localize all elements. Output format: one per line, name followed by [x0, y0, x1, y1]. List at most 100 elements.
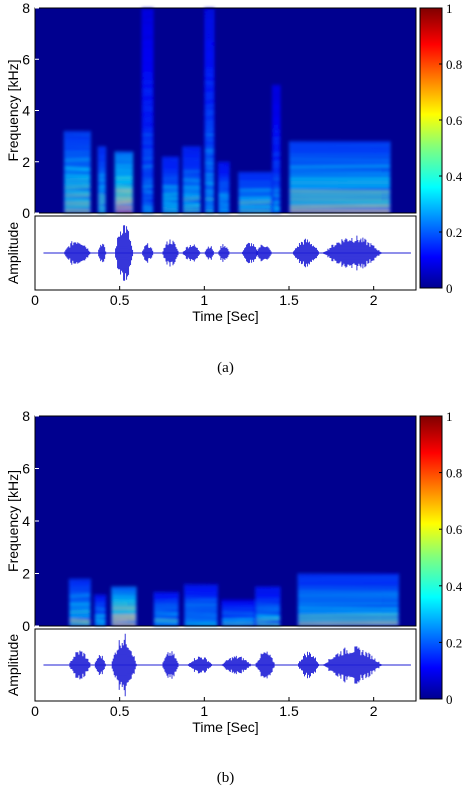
spectrogram-harmonic	[155, 608, 178, 609]
time-axis-label: Time [Sec]	[192, 308, 258, 324]
spectrogram-harmonic	[163, 182, 178, 183]
spectrogram-harmonic	[205, 97, 213, 98]
spectrogram-harmonic	[256, 619, 279, 620]
spectrogram-harmonic	[185, 613, 217, 614]
y-tick-label: 4	[22, 103, 30, 119]
spectrogram-harmonic	[298, 623, 398, 624]
spectrogram-harmonic	[183, 191, 200, 192]
spectrogram-harmonic	[298, 615, 398, 616]
spectrogram-harmonic	[298, 612, 398, 613]
spectrogram-harmonic	[205, 57, 213, 58]
spectrogram-harmonic	[273, 207, 279, 208]
spectrogram-harmonic	[143, 86, 153, 87]
spectrogram-harmonic	[205, 170, 213, 171]
spectrogram-harmonic	[143, 74, 153, 75]
colorbar	[420, 416, 442, 699]
x-tick-label: 1	[200, 292, 208, 308]
spectrogram-harmonic	[116, 174, 133, 175]
spectrogram-harmonic	[205, 94, 213, 95]
spectrogram-harmonic	[298, 608, 398, 609]
amplitude-axis-label: Amplitude	[5, 222, 21, 284]
y-tick-label: 8	[22, 0, 30, 16]
spectrogram-harmonic	[222, 602, 254, 603]
spectrogram-harmonic	[205, 126, 213, 127]
spectrogram-harmonic	[273, 134, 279, 135]
spectrogram-harmonic	[273, 131, 279, 132]
spectrogram-harmonic	[183, 210, 200, 211]
spectrogram-harmonic	[290, 206, 390, 207]
spectrogram-harmonic	[65, 160, 90, 161]
x-tick-label: 1.5	[279, 292, 299, 308]
spectrogram-harmonic	[70, 584, 90, 585]
spectrogram-harmonic	[219, 167, 229, 168]
spectrogram-harmonic	[185, 620, 217, 621]
spectrogram-harmonic	[116, 153, 133, 154]
spectrogram-harmonic	[290, 199, 390, 200]
spectrogram-harmonic	[205, 82, 213, 83]
spectrogram-harmonic	[273, 187, 279, 188]
spectrogram-harmonic	[273, 119, 279, 120]
spectrogram-harmonic	[256, 604, 279, 605]
spectrogram-harmonic	[65, 171, 90, 172]
spectrogram-harmonic	[112, 600, 135, 601]
spectrogram-harmonic	[222, 616, 254, 617]
spectrogram-harmonic	[185, 590, 217, 591]
spectrogram-harmonic	[143, 122, 153, 123]
spectrogram-harmonic	[298, 619, 398, 620]
spectrogram-harmonic	[183, 180, 200, 181]
spectrogram-harmonic	[143, 25, 153, 26]
spectrogram-harmonic	[290, 195, 390, 196]
spectrogram-harmonic	[112, 624, 135, 625]
spectrogram-harmonic	[65, 183, 90, 184]
colorbar-tick-label: 0.6	[446, 522, 463, 537]
spectrogram-harmonic	[273, 106, 279, 107]
spectrogram-harmonic	[205, 50, 213, 51]
spectrogram-harmonic	[143, 198, 153, 199]
spectrogram-harmonic	[298, 588, 398, 589]
spectrogram-harmonic	[222, 619, 254, 620]
colorbar-tick-label: 0	[446, 281, 453, 296]
spectrogram-harmonic	[143, 158, 153, 159]
spectrogram-harmonic	[95, 596, 105, 597]
spectrogram-harmonic	[143, 154, 153, 155]
spectrogram-harmonic	[155, 593, 178, 594]
spectrogram-harmonic	[155, 597, 178, 598]
spectrogram-harmonic	[95, 608, 105, 609]
y-tick-label: 0	[22, 205, 30, 221]
colorbar-tick-label: 0.8	[446, 466, 462, 481]
spectrogram-harmonic	[116, 186, 133, 187]
spectrogram-harmonic	[70, 596, 90, 597]
spectrogram-harmonic	[205, 130, 213, 131]
spectrogram-harmonic	[298, 592, 398, 593]
spectrogram-harmonic	[95, 620, 105, 621]
spectrogram-harmonic	[116, 170, 133, 171]
spectrogram-harmonic	[219, 203, 229, 204]
spectrogram-harmonic	[143, 29, 153, 30]
spectrogram-harmonic	[205, 163, 213, 164]
spectrogram-harmonic	[143, 139, 153, 140]
spectrogram-harmonic	[183, 152, 200, 153]
panel-label: (b)	[217, 770, 235, 786]
spectrogram-harmonic	[65, 179, 90, 180]
spectrogram-harmonic	[112, 592, 135, 593]
spectrogram-harmonic	[205, 45, 213, 46]
spectrogram-harmonic	[155, 605, 178, 606]
spectrogram-harmonic	[239, 178, 271, 179]
spectrogram-harmonic	[205, 159, 213, 160]
spectrogram-harmonic	[183, 176, 200, 177]
spectrogram-harmonic	[143, 194, 153, 195]
colorbar-tick-label: 0	[446, 692, 453, 707]
spectrogram-harmonic	[99, 187, 105, 188]
spectrogram-harmonic	[116, 162, 133, 163]
y-tick-label: 2	[22, 154, 30, 170]
spectrogram-harmonic	[143, 70, 153, 71]
spectrogram-harmonic	[222, 623, 254, 624]
spectrogram-harmonic	[290, 186, 390, 187]
spectrogram-harmonic	[70, 588, 90, 589]
spectrogram-energy-region	[162, 157, 179, 213]
colorbar-tick-label: 0.2	[446, 635, 462, 650]
spectrogram-harmonic	[205, 38, 213, 39]
spectrogram-harmonic	[143, 147, 153, 148]
spectrogram-harmonic	[205, 66, 213, 67]
